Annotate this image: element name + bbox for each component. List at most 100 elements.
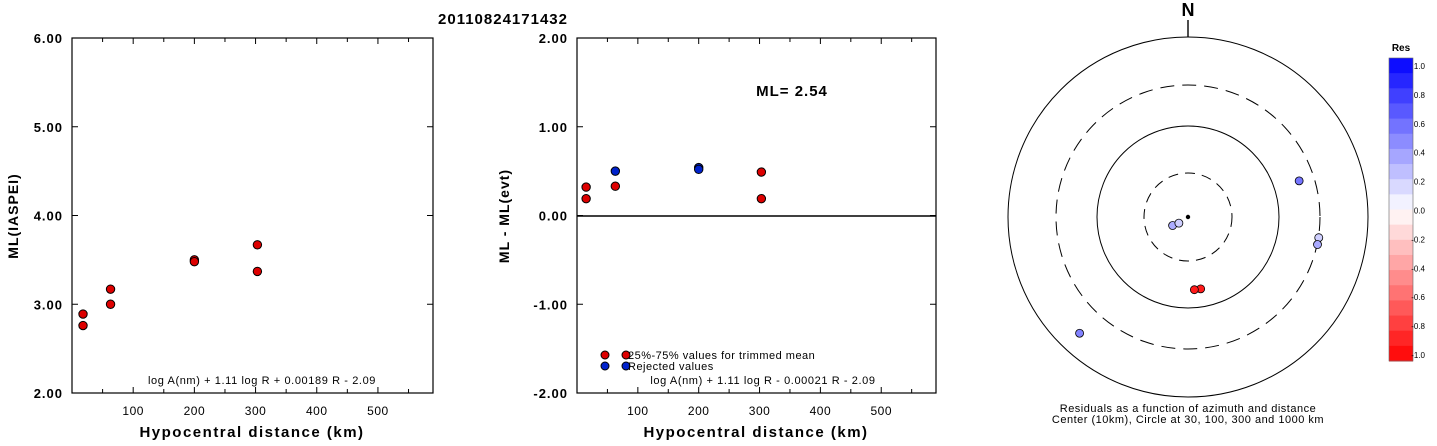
ring-300km — [1055, 84, 1321, 350]
data-point — [610, 181, 621, 191]
data-point — [610, 166, 621, 176]
y-tick-label: 5.00 — [34, 120, 63, 135]
colorbar-cell — [1389, 239, 1413, 256]
station-marker — [1189, 285, 1199, 295]
colorbar-cell — [1389, 194, 1413, 210]
legend-marker-trimmed — [621, 350, 631, 360]
data-point — [78, 320, 88, 331]
y-tick-label: -2.00 — [533, 386, 568, 401]
y-tick-label: 3.00 — [34, 297, 63, 312]
colorbar-cell — [1389, 88, 1413, 104]
legend-marker-trimmed — [600, 350, 610, 360]
x-axis-label: Hypocentral distance (km) — [139, 424, 364, 441]
colorbar-label: 0.8 — [1414, 91, 1426, 100]
colorbar-cell — [1389, 148, 1413, 165]
colorbar-cell — [1389, 300, 1413, 317]
colorbar-label: -0.2 — [1411, 235, 1425, 244]
plot-frame — [71, 37, 434, 394]
colorbar-cell — [1389, 103, 1413, 120]
colorbar-cell — [1389, 133, 1413, 150]
colorbar-label: 0.0 — [1414, 207, 1426, 216]
y-tick-label: 2.00 — [539, 31, 568, 46]
x-axis-ticks: 100 200 300 400 500 — [606, 38, 913, 418]
data-point — [78, 309, 88, 319]
legend-label-rejected: Rejected values — [628, 361, 714, 373]
station-marker — [1313, 240, 1322, 249]
y-axis-label: ML(IASPEI) — [5, 173, 21, 258]
x-tick-label: 200 — [184, 404, 206, 418]
colorbar-cell — [1389, 270, 1413, 286]
x-tick-label: 300 — [749, 404, 771, 418]
colorbar-label: 0.2 — [1414, 178, 1426, 187]
figure-title: 20110824171432 — [438, 11, 568, 28]
ring-100km — [1096, 125, 1280, 309]
formula-text: log A(nm) + 1.11 log R + 0.00189 R - 2.0… — [148, 375, 376, 387]
station-markers — [1075, 176, 1324, 338]
y-tick-label: 1.00 — [539, 120, 568, 135]
colorbar-label: -1.0 — [1411, 351, 1425, 360]
residual-distance-chart: -2.00 -1.00 0.00 1.00 2.00 100 200 300 400 500 M… — [496, 31, 937, 441]
colorbar-label: -0.6 — [1411, 293, 1425, 302]
ring-1000km — [1007, 36, 1369, 398]
colorbar-cell — [1389, 345, 1413, 362]
legend-marker-rejected — [600, 361, 610, 371]
colorbar-label: 0.6 — [1414, 120, 1426, 129]
epicenter-dot — [1185, 214, 1191, 220]
x-axis-label: Hypocentral distance (km) — [643, 424, 868, 441]
data-point — [581, 193, 591, 204]
colorbar-cell — [1389, 58, 1413, 74]
colorbar-cell — [1389, 209, 1413, 226]
x-tick-label: 200 — [688, 404, 710, 418]
data-point — [105, 284, 116, 294]
azimuth-distance-map: N Residuals as a function of azimuth and… — [1007, 0, 1369, 426]
y-tick-label: 0.00 — [539, 209, 568, 224]
data-point — [756, 167, 767, 177]
colorbar-labels: 1.0 0.8 0.6 0.4 0.2 0.0 -0.2 -0.4 -0.6 -0.8 -1.0 — [1411, 62, 1425, 360]
data-point — [252, 240, 263, 250]
data-point — [105, 299, 116, 309]
x-axis-ticks: 100 200 300 400 500 — [102, 38, 410, 418]
colorbar-title: Res — [1392, 43, 1411, 54]
x-tick-label: 400 — [306, 404, 328, 418]
data-point — [252, 266, 263, 277]
x-tick-label: 400 — [810, 404, 832, 418]
y-tick-label: 6.00 — [34, 31, 63, 46]
legend-marker-rejected — [621, 361, 631, 371]
colorbar-label: 1.0 — [1414, 62, 1426, 71]
station-marker — [1174, 218, 1184, 228]
x-tick-label: 500 — [870, 404, 892, 418]
x-tick-label: 100 — [122, 404, 144, 418]
x-tick-label: 100 — [627, 404, 649, 418]
colorbar-cell — [1389, 285, 1413, 301]
colorbar-frame — [1388, 57, 1414, 362]
residual-colorbar: Res 1.0 0.8 0.6 0.4 0.2 0.0 -0.2 -0.4 -0.6 -0.8 -1… — [1388, 43, 1426, 362]
y-axis-ticks: -2.00 -1.00 0.00 1.00 2.00 — [533, 31, 936, 401]
x-tick-label: 300 — [245, 404, 267, 418]
colorbar-cell — [1389, 73, 1413, 89]
colorbar-cell — [1389, 179, 1413, 195]
data-point — [693, 164, 704, 175]
ring-30km — [1143, 172, 1233, 262]
ml-annotation: ML= 2.54 — [756, 83, 828, 100]
map-caption: Center (10km), Circle at 30, 100, 300 an… — [1052, 414, 1324, 426]
y-tick-label: -1.00 — [533, 297, 568, 312]
station-marker — [1294, 176, 1304, 186]
colorbar-cell — [1389, 118, 1413, 135]
data-point — [581, 182, 591, 192]
data-points — [78, 240, 263, 331]
data-points — [581, 162, 767, 204]
formula-text: log A(nm) + 1.11 log R - 0.00021 R - 2.0… — [650, 375, 875, 387]
ml-distance-chart: 2.00 3.00 4.00 5.00 6.00 100 200 300 400 500 ML(… — [5, 31, 434, 441]
colorbar-cell — [1389, 330, 1413, 347]
data-point — [756, 193, 767, 204]
colorbar-cell — [1389, 315, 1413, 332]
legend-label-trimmed: 25%-75% values for trimmed mean — [628, 350, 815, 362]
colorbar-cell — [1389, 254, 1413, 271]
map-caption: Residuals as a function of azimuth and d… — [1060, 403, 1316, 415]
station-marker — [1075, 328, 1084, 338]
colorbar-cells — [1388, 57, 1414, 362]
y-axis-ticks: 2.00 3.00 4.00 5.00 6.00 — [34, 31, 433, 401]
y-tick-label: 2.00 — [34, 386, 63, 401]
